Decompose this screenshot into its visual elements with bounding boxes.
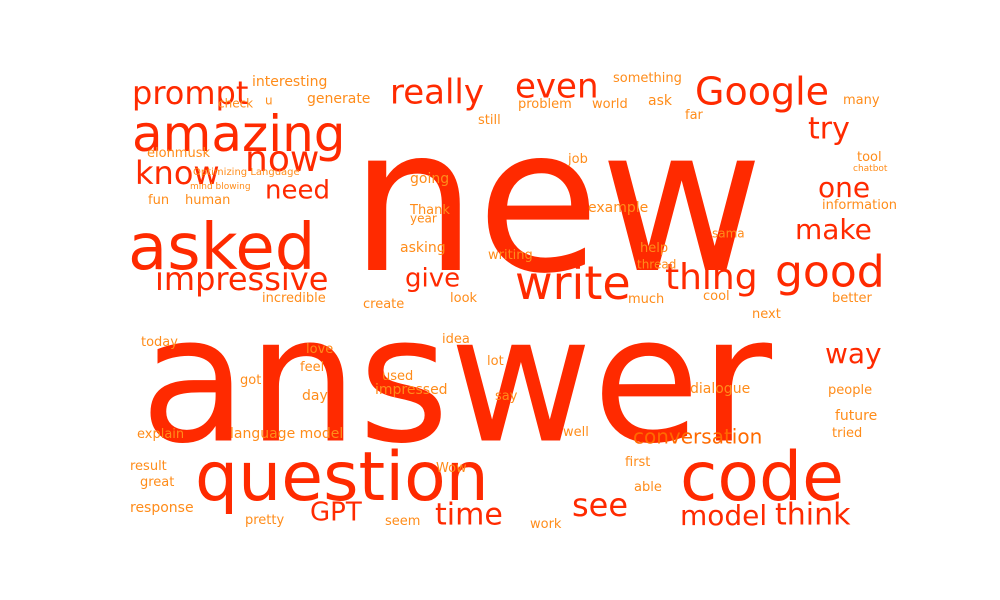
cloud-word-one: one: [818, 171, 871, 205]
cloud-word-human: human: [185, 192, 231, 208]
cloud-word-thing: thing: [665, 256, 758, 298]
cloud-word-impressed: impressed: [375, 382, 448, 399]
cloud-word-language-model: language model: [230, 426, 344, 443]
cloud-word-dialogue: dialogue: [690, 381, 751, 398]
cloud-word-code: code: [680, 437, 844, 517]
cloud-word-information: information: [822, 197, 898, 213]
cloud-word-interesting: interesting: [252, 74, 328, 91]
cloud-word-way: way: [825, 337, 882, 371]
cloud-word-tried: tried: [832, 425, 863, 441]
cloud-word-even: even: [515, 66, 599, 107]
cloud-word-able: able: [634, 479, 662, 495]
cloud-word-elonmusk: elonmusk: [147, 145, 211, 161]
cloud-word-pretty: pretty: [245, 512, 285, 528]
cloud-word-thread: thread: [637, 257, 677, 272]
cloud-word-used: used: [382, 368, 414, 384]
cloud-word-far: far: [685, 107, 703, 123]
cloud-word-google: Google: [695, 69, 830, 114]
cloud-word-check: check: [218, 96, 254, 111]
cloud-word-many: many: [843, 92, 880, 108]
cloud-word-amazing: amazing: [132, 105, 346, 163]
cloud-word-problem: problem: [518, 96, 572, 112]
cloud-word-chatbot: chatbot: [853, 163, 888, 174]
cloud-word-much: much: [628, 291, 665, 307]
cloud-word-conversation: conversation: [633, 424, 763, 449]
cloud-word-still: still: [478, 112, 501, 128]
cloud-word-something: something: [613, 70, 682, 86]
cloud-word-world: world: [592, 96, 628, 112]
cloud-word-try: try: [808, 111, 850, 147]
cloud-word-year: year: [410, 211, 437, 226]
cloud-word-day: day: [302, 388, 328, 405]
cloud-word-feel: feel: [300, 359, 325, 375]
cloud-word-think: think: [775, 497, 851, 533]
cloud-word-impressive: impressive: [155, 260, 329, 299]
cloud-word-time: time: [435, 497, 503, 533]
cloud-word-great: great: [140, 474, 175, 490]
cloud-word-look: look: [450, 290, 478, 306]
cloud-word-now: now: [245, 138, 320, 180]
cloud-word-asking: asking: [400, 240, 446, 257]
cloud-word-writing: writing: [488, 247, 533, 263]
cloud-word-ask: ask: [648, 93, 672, 110]
cloud-word-question: question: [195, 437, 489, 517]
cloud-word-wow: Wow: [436, 460, 467, 476]
cloud-word-response: response: [130, 500, 194, 517]
cloud-word-future: future: [835, 408, 878, 425]
cloud-word-really: really: [390, 72, 484, 113]
cloud-word-job: job: [568, 151, 588, 167]
cloud-word-thank: Thank: [410, 202, 450, 218]
cloud-word-need: need: [265, 175, 330, 206]
cloud-word-know: know: [135, 154, 220, 193]
cloud-word-cool: cool: [703, 288, 730, 304]
cloud-word-incredible: incredible: [262, 290, 326, 306]
cloud-word-write: write: [515, 256, 631, 311]
cloud-word-help: help: [640, 240, 669, 256]
cloud-word-generate: generate: [307, 91, 371, 108]
cloud-word-seem: seem: [385, 513, 421, 529]
cloud-word-work: work: [530, 516, 562, 532]
cloud-word-example: example: [588, 200, 649, 217]
cloud-word-give: give: [405, 263, 461, 294]
cloud-word-going: going: [410, 171, 450, 188]
cloud-word-mind-blowing: mind blowing: [190, 181, 251, 192]
cloud-word-people: people: [828, 382, 873, 398]
cloud-word-make: make: [795, 213, 872, 247]
cloud-word-better: better: [832, 290, 872, 306]
cloud-word-prompt: prompt: [132, 74, 249, 113]
cloud-word-idea: idea: [442, 331, 470, 347]
cloud-word-answer: answer: [140, 279, 773, 483]
cloud-word-result: result: [130, 458, 167, 474]
cloud-word-fun: fun: [148, 192, 170, 208]
cloud-word-model: model: [680, 499, 768, 533]
cloud-word-first: first: [625, 454, 651, 470]
cloud-word-create: create: [363, 296, 405, 312]
cloud-word-optimizing-language: Optimizing Language: [193, 167, 300, 179]
cloud-word-gpt: GPT: [310, 497, 362, 528]
cloud-word-say: say: [495, 388, 518, 404]
cloud-word-new: new: [350, 85, 764, 318]
cloud-word-lot: lot: [487, 353, 504, 369]
cloud-word-well: well: [563, 424, 589, 440]
cloud-word-asked: asked: [128, 211, 316, 286]
cloud-word-tool: tool: [857, 149, 882, 165]
cloud-word-next: next: [752, 306, 781, 322]
cloud-word-explain: explain: [137, 426, 185, 442]
cloud-word-good: good: [775, 246, 885, 298]
cloud-word-today: today: [141, 334, 178, 350]
cloud-word-sama: sama: [712, 226, 745, 241]
cloud-word-love: love: [306, 341, 334, 357]
cloud-word-see: see: [572, 486, 629, 525]
cloud-word-got: got: [240, 372, 262, 388]
cloud-word-u: u: [265, 93, 273, 108]
